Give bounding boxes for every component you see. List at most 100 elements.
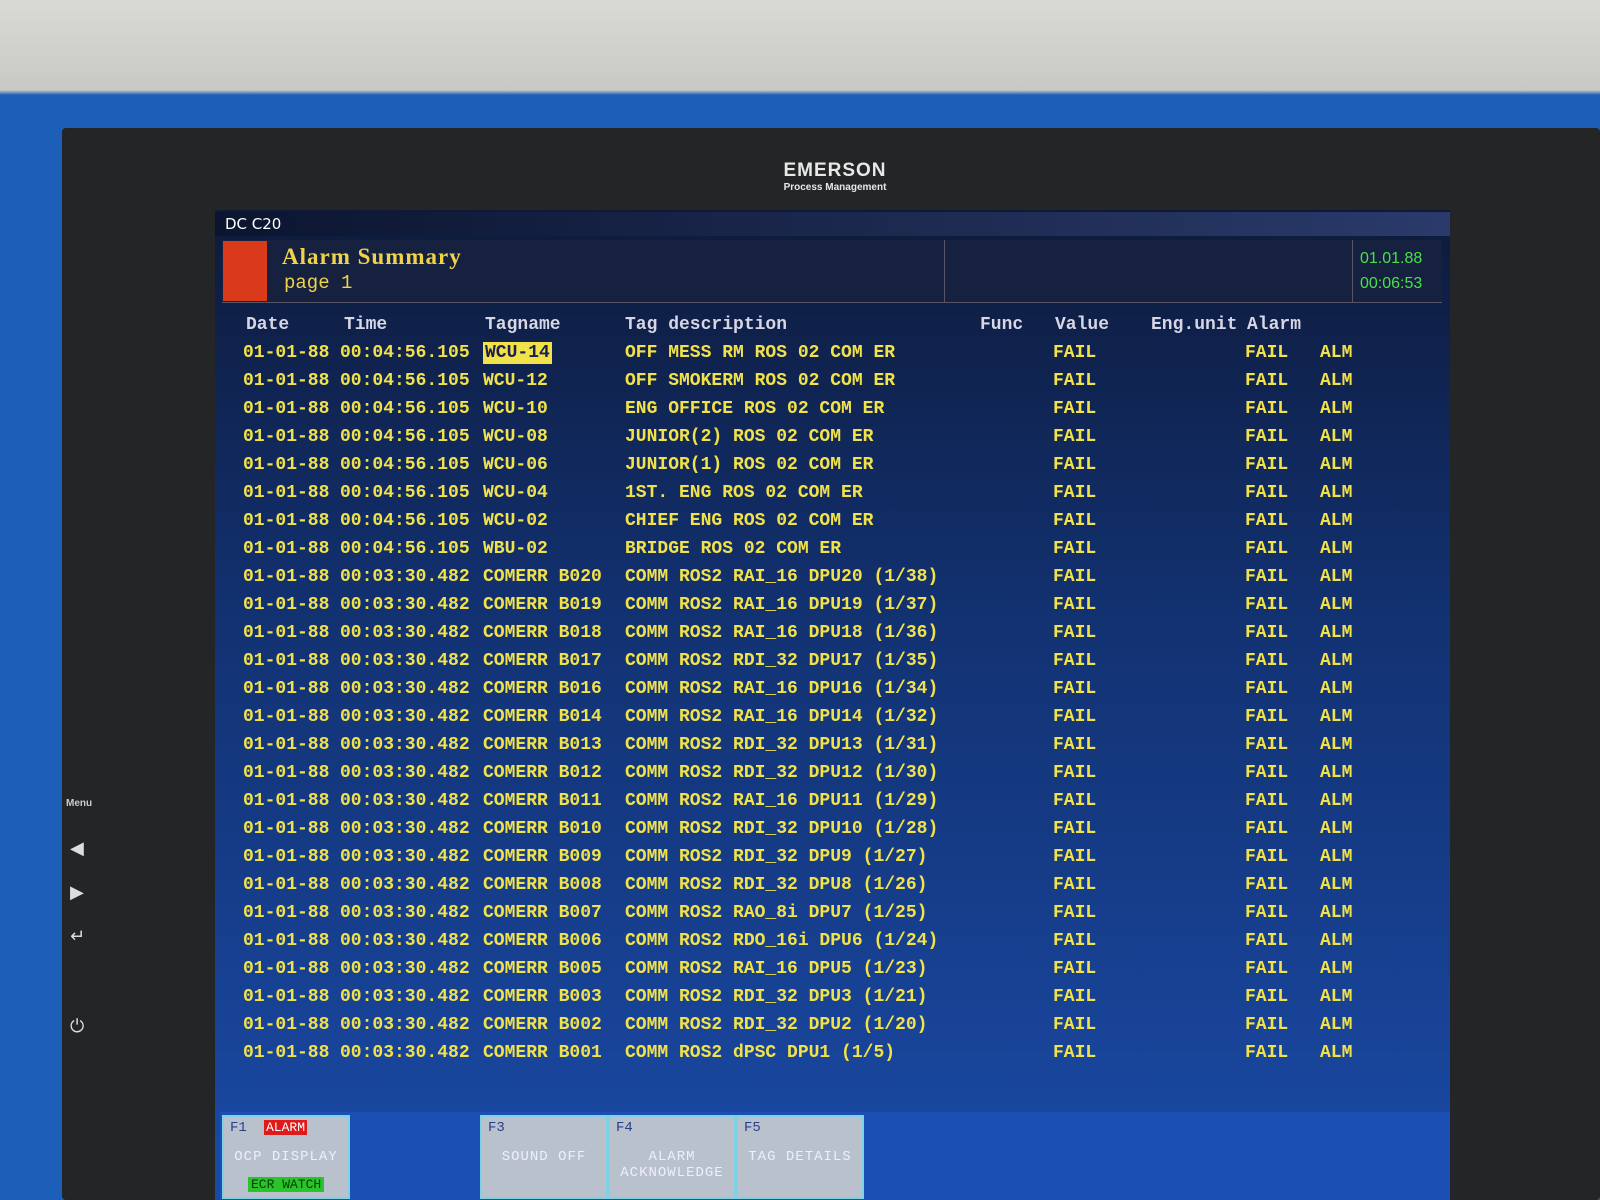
value-cell: FAIL <box>1053 847 1097 867</box>
alarm-cell: ALM <box>1320 343 1353 363</box>
time-cell: 00:03:30.482 <box>340 791 470 811</box>
date-cell: 01-01-88 <box>243 875 330 895</box>
column-header: Time <box>344 315 388 335</box>
time-cell: 00:03:30.482 <box>340 595 470 615</box>
value-cell: FAIL <box>1053 483 1097 503</box>
function-key[interactable]: F5 TAG DETAILS <box>736 1115 864 1199</box>
power-button[interactable]: ⏻ <box>70 1016 85 1037</box>
value-cell: FAIL <box>1053 679 1097 699</box>
time-cell: 00:03:30.482 <box>340 875 470 895</box>
tagname-cell: WCU-04 <box>483 483 548 503</box>
alarm-state-cell: FAIL <box>1245 623 1289 643</box>
value-cell: FAIL <box>1053 539 1097 559</box>
description-cell: COMM ROS2 RAI_16 DPU14 (1/32) <box>625 707 939 727</box>
description-cell: CHIEF ENG ROS 02 COM ER <box>625 511 874 531</box>
column-header: Value <box>1055 315 1110 335</box>
date-cell: 01-01-88 <box>243 959 330 979</box>
alarm-state-cell: FAIL <box>1245 595 1289 615</box>
date-cell: 01-01-88 <box>243 735 330 755</box>
alarm-state-cell: FAIL <box>1245 735 1289 755</box>
key-footer: ECR WATCH <box>248 1177 325 1192</box>
alarm-cell: ALM <box>1320 1015 1353 1035</box>
tagname-cell: WCU-10 <box>483 399 548 419</box>
alarm-state-cell: FAIL <box>1245 399 1289 419</box>
key-name: F3 <box>488 1120 505 1136</box>
column-header: Tagname <box>485 315 561 335</box>
value-cell: FAIL <box>1053 1043 1097 1063</box>
description-cell: JUNIOR(2) ROS 02 COM ER <box>625 427 874 447</box>
date-cell: 01-01-88 <box>243 343 330 363</box>
time-cell: 00:04:56.105 <box>340 399 470 419</box>
function-key[interactable]: F3 SOUND OFF <box>480 1115 608 1199</box>
alarm-state-cell: FAIL <box>1245 1015 1289 1035</box>
date-cell: 01-01-88 <box>243 931 330 951</box>
description-cell: ENG OFFICE ROS 02 COM ER <box>625 399 885 419</box>
alarm-state-cell: FAIL <box>1245 567 1289 587</box>
date-cell: 01-01-88 <box>243 623 330 643</box>
date-cell: 01-01-88 <box>243 427 330 447</box>
description-cell: COMM ROS2 RAI_16 DPU5 (1/23) <box>625 959 928 979</box>
tagname-cell: WCU-14 <box>483 342 552 364</box>
date-cell: 01-01-88 <box>243 987 330 1007</box>
left-button[interactable]: ◀ <box>70 838 84 859</box>
tagname-cell: COMERR B001 <box>483 1043 602 1063</box>
description-cell: COMM ROS2 RDI_32 DPU9 (1/27) <box>625 847 928 867</box>
value-cell: FAIL <box>1053 1015 1097 1035</box>
alarm-cell: ALM <box>1320 399 1353 419</box>
time-cell: 00:03:30.482 <box>340 987 470 1007</box>
description-cell: BRIDGE ROS 02 COM ER <box>625 539 842 559</box>
time-cell: 00:03:30.482 <box>340 931 470 951</box>
description-cell: COMM ROS2 RAI_16 DPU19 (1/37) <box>625 595 939 615</box>
right-button[interactable]: ▶ <box>70 882 84 903</box>
function-key[interactable]: F1 OCP DISPLAY ALARM ECR WATCH <box>222 1115 350 1199</box>
date-cell: 01-01-88 <box>243 595 330 615</box>
time-cell: 00:04:56.105 <box>340 343 470 363</box>
alarm-state-cell: FAIL <box>1245 427 1289 447</box>
column-header: Alarm <box>1247 315 1302 335</box>
description-cell: COMM ROS2 RDI_32 DPU3 (1/21) <box>625 987 928 1007</box>
date-cell: 01-01-88 <box>243 539 330 559</box>
date-cell: 01-01-88 <box>243 399 330 419</box>
description-cell: COMM ROS2 RDI_32 DPU17 (1/35) <box>625 651 939 671</box>
value-cell: FAIL <box>1053 875 1097 895</box>
description-cell: COMM ROS2 RAI_16 DPU20 (1/38) <box>625 567 939 587</box>
time-cell: 00:03:30.482 <box>340 623 470 643</box>
alarm-cell: ALM <box>1320 427 1353 447</box>
enter-button[interactable]: ↵ <box>70 926 86 947</box>
date-cell: 01-01-88 <box>243 679 330 699</box>
tagname-cell: WBU-02 <box>483 539 548 559</box>
alarm-cell: ALM <box>1320 371 1353 391</box>
time-cell: 00:03:30.482 <box>340 1015 470 1035</box>
column-header: Date <box>246 315 290 335</box>
tagname-cell: COMERR B003 <box>483 987 602 1007</box>
key-label: TAG DETAILS <box>748 1149 852 1165</box>
description-cell: COMM ROS2 RAI_16 DPU16 (1/34) <box>625 679 939 699</box>
description-cell: COMM ROS2 RDI_32 DPU8 (1/26) <box>625 875 928 895</box>
value-cell: FAIL <box>1053 595 1097 615</box>
alarm-state-cell: FAIL <box>1245 707 1289 727</box>
description-cell: COMM ROS2 dPSC DPU1 (1/5) <box>625 1043 896 1063</box>
alarm-state-cell: FAIL <box>1245 511 1289 531</box>
time-cell: 00:03:30.482 <box>340 679 470 699</box>
time-cell: 00:03:30.482 <box>340 735 470 755</box>
value-cell: FAIL <box>1053 511 1097 531</box>
tagname-cell: COMERR B006 <box>483 931 602 951</box>
value-cell: FAIL <box>1053 959 1097 979</box>
alarm-state-cell: FAIL <box>1245 931 1289 951</box>
date-cell: 01-01-88 <box>243 791 330 811</box>
date-cell: 01-01-88 <box>243 483 330 503</box>
description-cell: COMM ROS2 RAO_8i DPU7 (1/25) <box>625 903 928 923</box>
value-cell: FAIL <box>1053 763 1097 783</box>
time-cell: 00:03:30.482 <box>340 847 470 867</box>
divider <box>944 240 945 302</box>
function-key[interactable]: F4 ALARM ACKNOWLEDGE <box>608 1115 736 1199</box>
value-cell: FAIL <box>1053 819 1097 839</box>
tagname-cell: WCU-08 <box>483 427 548 447</box>
description-cell: OFF MESS RM ROS 02 COM ER <box>625 343 896 363</box>
alarm-state-cell: FAIL <box>1245 791 1289 811</box>
time-cell: 00:04:56.105 <box>340 455 470 475</box>
key-badge: ALARM <box>264 1120 308 1135</box>
tagname-cell: COMERR B010 <box>483 819 602 839</box>
menu-label[interactable]: Menu <box>66 798 93 809</box>
